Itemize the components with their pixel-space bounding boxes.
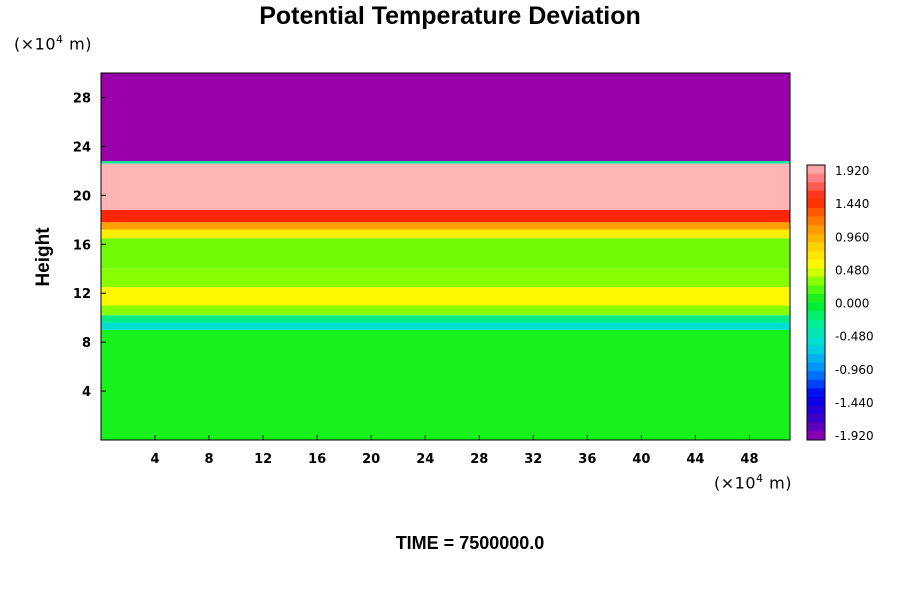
colorbar-segment	[807, 302, 825, 312]
heatmap-layer	[101, 329, 790, 440]
x-tick-label: 8	[205, 452, 214, 467]
colorbar-label: -1.920	[835, 429, 874, 443]
heatmap-layer	[101, 322, 790, 330]
y-tick-label: 20	[73, 189, 91, 204]
x-tick-label: 32	[524, 452, 542, 467]
colorbar-segment	[807, 242, 825, 252]
colorbar-segment	[807, 354, 825, 364]
colorbar-segment	[807, 225, 825, 235]
heatmap-layers	[101, 73, 790, 440]
colorbar-segment	[807, 216, 825, 226]
colorbar-segment	[807, 233, 825, 243]
time-label: TIME = 7500000.0	[395, 533, 545, 553]
colorbar-label: -1.440	[835, 396, 874, 410]
colorbar	[807, 165, 825, 441]
colorbar-segment	[807, 259, 825, 269]
colorbar-segment	[807, 319, 825, 329]
y-tick-label: 16	[73, 238, 91, 253]
heatmap-layer	[101, 229, 790, 239]
heatmap-layer	[101, 315, 790, 323]
y-tick-label: 8	[82, 336, 91, 351]
colorbar-frame	[806, 164, 826, 441]
heatmap-layer	[101, 210, 790, 223]
colorbar-segment	[807, 371, 825, 381]
colorbar-label: 1.440	[835, 197, 869, 211]
colorbar-segment	[807, 388, 825, 398]
colorbar-segment	[807, 207, 825, 218]
x-unit-label: (×104 m)	[714, 472, 792, 493]
x-tick-label: 44	[686, 452, 704, 467]
y-tick-label: 4	[82, 385, 91, 400]
x-tick-label: 28	[470, 452, 488, 467]
colorbar-segment	[807, 268, 825, 278]
x-tick-label: 36	[578, 452, 596, 467]
colorbar-segment	[807, 250, 825, 261]
colorbar-segment	[807, 379, 825, 389]
colorbar-segment	[807, 405, 825, 415]
colorbar-segment	[807, 362, 825, 372]
colorbar-label: -0.480	[835, 330, 874, 344]
y-tick-label: 28	[73, 91, 91, 106]
colorbar-label: -0.960	[835, 363, 874, 377]
plot-frame	[100, 72, 791, 441]
x-tick-label: 20	[362, 452, 380, 467]
heatmap-layer	[101, 305, 790, 316]
colorbar-segment	[807, 173, 825, 183]
colorbar-label: 1.920	[835, 164, 869, 178]
y-unit-label: (×104 m)	[14, 33, 92, 54]
x-tick-label: 40	[632, 452, 650, 467]
heatmap-layer	[101, 222, 790, 230]
x-tick-label: 4	[151, 452, 160, 467]
x-tick-label: 48	[740, 452, 758, 467]
colorbar-segment	[807, 165, 825, 175]
y-tick-label: 24	[73, 140, 91, 155]
colorbar-segment	[807, 285, 825, 295]
colorbar-segment	[807, 311, 825, 321]
colorbar-label: 0.000	[835, 297, 869, 311]
colorbar-label: 0.960	[835, 230, 869, 244]
colorbar-labels: 1.920 1.440 0.960 0.480 0.000 -0.480 -0.960 -1.…	[835, 164, 874, 443]
x-tick-label: 16	[308, 452, 326, 467]
colorbar-label: 0.480	[835, 263, 869, 277]
colorbar-segment	[807, 345, 825, 355]
colorbar-segment	[807, 190, 825, 200]
chart-title: Potential Temperature Deviation	[259, 2, 641, 30]
heatmap-layer	[101, 163, 790, 211]
colorbar-segment	[807, 397, 825, 407]
colorbar-segment	[807, 199, 825, 209]
colorbar-segment	[807, 336, 825, 346]
heatmap-layer	[101, 73, 790, 162]
x-tick-label: 12	[254, 452, 272, 467]
colorbar-segment	[807, 414, 825, 424]
colorbar-segment	[807, 422, 825, 432]
colorbar-segment	[807, 328, 825, 338]
colorbar-segment	[807, 182, 825, 192]
heatmap-layer	[101, 238, 790, 269]
x-tick-label: 24	[416, 452, 434, 467]
x-axis-ticks: 4 8 12 16 20 24 28 32 36 40 44 48	[151, 435, 759, 467]
heatmap-layer	[101, 287, 790, 306]
colorbar-segment	[807, 293, 825, 303]
heatmap-layer	[101, 268, 790, 288]
colorbar-segment	[807, 431, 825, 441]
y-axis-ticks: 4 8 12 16 20 24 28	[73, 91, 106, 400]
heatmap-layer	[101, 161, 790, 164]
colorbar-segment	[807, 276, 825, 286]
y-tick-label: 12	[73, 287, 91, 302]
